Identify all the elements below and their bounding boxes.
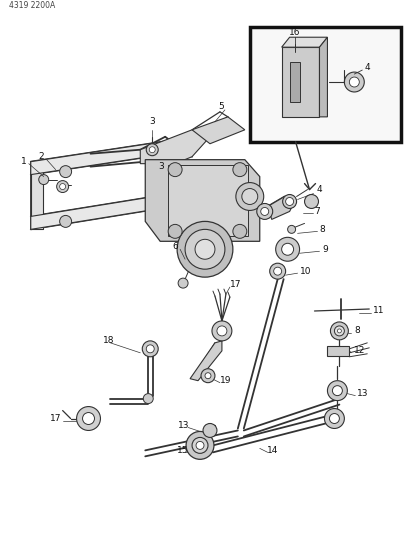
Polygon shape xyxy=(31,161,43,229)
Circle shape xyxy=(324,409,344,429)
Circle shape xyxy=(233,163,247,176)
Circle shape xyxy=(195,239,215,259)
Circle shape xyxy=(82,413,95,424)
Text: 19: 19 xyxy=(220,376,231,385)
Circle shape xyxy=(304,195,319,208)
Circle shape xyxy=(329,414,339,424)
Circle shape xyxy=(77,407,100,431)
Polygon shape xyxy=(319,37,328,117)
Text: 14: 14 xyxy=(267,446,278,455)
Circle shape xyxy=(185,229,225,269)
Text: 5: 5 xyxy=(218,102,224,111)
Circle shape xyxy=(60,183,66,190)
Text: 1: 1 xyxy=(21,157,27,166)
Text: 6: 6 xyxy=(172,242,178,251)
Text: 4: 4 xyxy=(364,62,370,71)
Circle shape xyxy=(282,243,294,255)
Circle shape xyxy=(330,322,348,340)
Polygon shape xyxy=(290,62,299,102)
Circle shape xyxy=(196,441,204,449)
Circle shape xyxy=(286,198,294,205)
Text: 16: 16 xyxy=(289,28,300,37)
Text: 4: 4 xyxy=(317,185,322,194)
Text: 3: 3 xyxy=(158,162,164,171)
Text: 17: 17 xyxy=(50,414,62,423)
Text: 7: 7 xyxy=(315,207,320,216)
Circle shape xyxy=(39,175,49,184)
Polygon shape xyxy=(31,137,195,175)
Polygon shape xyxy=(192,117,245,144)
Circle shape xyxy=(186,431,214,459)
Circle shape xyxy=(168,163,182,176)
Text: 15: 15 xyxy=(177,446,188,455)
Polygon shape xyxy=(31,191,185,229)
Circle shape xyxy=(146,144,158,156)
Circle shape xyxy=(233,224,247,238)
Polygon shape xyxy=(282,37,328,47)
Circle shape xyxy=(201,369,215,383)
Circle shape xyxy=(344,72,364,92)
Polygon shape xyxy=(190,341,222,381)
Circle shape xyxy=(349,77,359,87)
Polygon shape xyxy=(145,160,260,241)
Bar xyxy=(328,346,349,356)
Polygon shape xyxy=(268,197,295,220)
Bar xyxy=(250,27,401,142)
Circle shape xyxy=(57,181,69,192)
Circle shape xyxy=(270,263,286,279)
Circle shape xyxy=(261,207,269,215)
Circle shape xyxy=(146,345,154,353)
Circle shape xyxy=(257,204,273,220)
Text: 3: 3 xyxy=(149,117,155,126)
Circle shape xyxy=(283,195,297,208)
Circle shape xyxy=(203,424,217,438)
Text: 10: 10 xyxy=(299,266,311,276)
Circle shape xyxy=(143,394,153,403)
Circle shape xyxy=(274,267,282,275)
Circle shape xyxy=(177,221,233,277)
Circle shape xyxy=(178,278,188,288)
Circle shape xyxy=(242,189,258,205)
Text: 9: 9 xyxy=(322,245,328,254)
Circle shape xyxy=(337,329,341,333)
Circle shape xyxy=(276,237,299,261)
Circle shape xyxy=(60,215,71,228)
Circle shape xyxy=(142,341,158,357)
Circle shape xyxy=(168,224,182,238)
Circle shape xyxy=(236,183,264,211)
Text: 8: 8 xyxy=(354,326,360,335)
Circle shape xyxy=(60,166,71,177)
Text: 12: 12 xyxy=(354,346,366,356)
Text: 13: 13 xyxy=(178,421,190,430)
Circle shape xyxy=(192,438,208,454)
Text: 4319 2200A: 4319 2200A xyxy=(9,2,55,10)
Polygon shape xyxy=(282,47,319,117)
Circle shape xyxy=(328,381,347,401)
Circle shape xyxy=(335,326,344,336)
Circle shape xyxy=(288,225,295,233)
Polygon shape xyxy=(168,165,248,236)
Text: 11: 11 xyxy=(373,306,385,316)
Circle shape xyxy=(149,147,155,153)
Text: 2: 2 xyxy=(39,152,44,161)
Polygon shape xyxy=(140,130,210,164)
Text: 8: 8 xyxy=(319,225,325,234)
Circle shape xyxy=(205,373,211,378)
Circle shape xyxy=(217,326,227,336)
Circle shape xyxy=(333,386,342,395)
Text: 13: 13 xyxy=(357,389,369,398)
Text: 18: 18 xyxy=(104,336,115,345)
Circle shape xyxy=(212,321,232,341)
Text: 17: 17 xyxy=(230,280,242,288)
